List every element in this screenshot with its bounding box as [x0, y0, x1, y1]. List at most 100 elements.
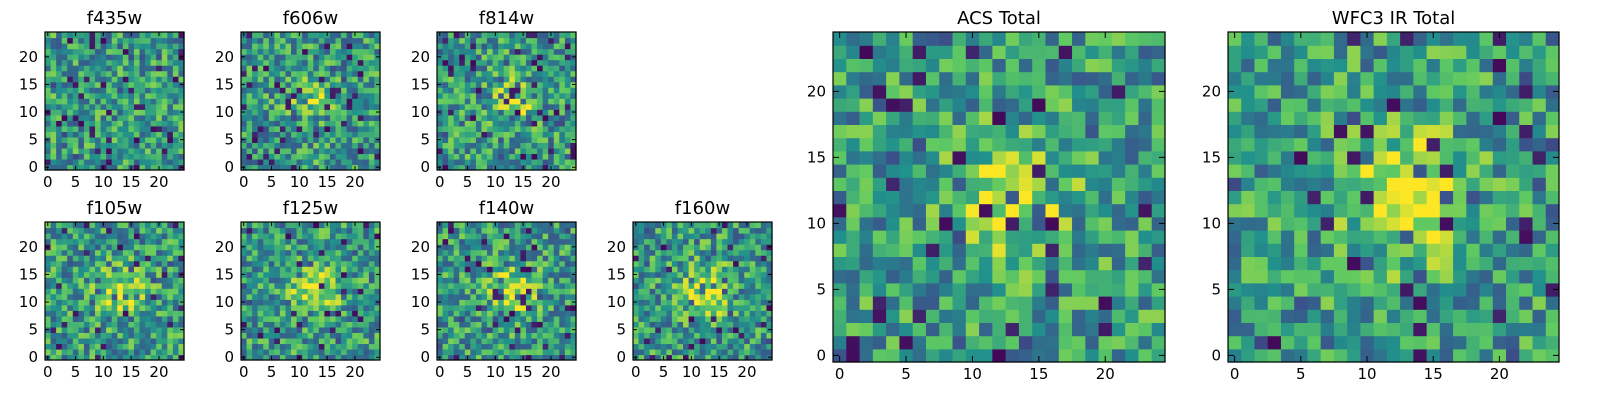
heatmap-cell [633, 337, 640, 345]
heatmap-cell [302, 337, 309, 345]
heatmap-cell [492, 282, 499, 289]
heatmap-cell [509, 98, 516, 105]
heatmap-cell [89, 125, 96, 132]
heatmap-cell [341, 98, 348, 105]
heatmap-cell [56, 76, 63, 83]
heatmap-cell [520, 147, 527, 155]
heatmap-cell [95, 255, 102, 262]
heatmap-cell [559, 37, 566, 44]
heatmap-cell [1138, 309, 1153, 323]
heatmap-cell [89, 249, 96, 256]
heatmap-cell [246, 288, 253, 295]
heatmap-cell [67, 299, 74, 306]
heatmap-cell [503, 147, 510, 155]
heatmap-cell [666, 299, 673, 306]
heatmap-cell [531, 271, 538, 278]
heatmap-cell [1125, 243, 1140, 257]
heatmap-cell [666, 321, 673, 328]
heatmap-cell [318, 48, 325, 55]
heatmap-cell [72, 326, 79, 333]
heatmap-cell [178, 343, 185, 350]
heatmap-cell [738, 260, 745, 267]
heatmap-cell [442, 326, 449, 333]
heatmap-cell [498, 70, 505, 77]
heatmap-cell [368, 337, 376, 345]
heatmap-cell [172, 260, 180, 267]
heatmap-cell [100, 98, 107, 105]
heatmap-cell [67, 337, 74, 345]
heatmap-cell [285, 54, 292, 61]
panel-title-f606w: f606w [283, 8, 338, 29]
heatmap-cell [45, 304, 52, 311]
heatmap-cell [139, 43, 146, 50]
heatmap-cell [846, 282, 861, 297]
heatmap-cell [1098, 335, 1113, 350]
heatmap-cell [1125, 309, 1140, 323]
heatmap-cell [542, 125, 549, 132]
heatmap-cell [263, 76, 270, 83]
heatmap-cell [492, 92, 499, 99]
heatmap-cell [498, 233, 505, 240]
heatmap-cell [341, 348, 348, 356]
heatmap-cell [279, 271, 287, 278]
heatmap-cell [833, 230, 847, 244]
heatmap-cell [346, 43, 353, 50]
heatmap-cell [525, 32, 533, 39]
heatmap-cell [442, 92, 449, 99]
heatmap-cell [145, 227, 152, 234]
heatmap-cell [329, 271, 337, 278]
heatmap-cell [374, 87, 381, 94]
heatmap-cell [346, 326, 353, 333]
heatmap-cell [335, 304, 342, 311]
heatmap-cell [1032, 216, 1047, 231]
heatmap-cell [274, 222, 281, 229]
heatmap-cell [1138, 164, 1153, 178]
heatmap-cell [346, 70, 353, 77]
heatmap-cell [514, 255, 521, 262]
heatmap-cell [346, 233, 353, 240]
heatmap-cell [464, 260, 471, 267]
heatmap-cell [45, 249, 52, 256]
heatmap-cell [324, 293, 331, 300]
heatmap-cell [263, 288, 270, 295]
heatmap-cell [133, 120, 141, 127]
heatmap-cell [475, 321, 483, 328]
heatmap-cell [363, 266, 370, 273]
heatmap-cell [56, 37, 63, 44]
heatmap-cell [89, 158, 96, 166]
heatmap-cell [649, 227, 656, 234]
heatmap-cell [61, 354, 68, 361]
heatmap-cell [649, 299, 656, 306]
heatmap-cell [553, 103, 560, 110]
heatmap-cell [453, 260, 460, 267]
heatmap-cell [899, 309, 914, 323]
heatmap-cell [688, 310, 695, 317]
heatmap-cell [246, 142, 253, 149]
heatmap-cell [509, 288, 516, 295]
heatmap-cell [952, 256, 967, 271]
heatmap-cell [442, 255, 449, 262]
heatmap-cell [666, 222, 673, 229]
heatmap-cell [274, 343, 281, 350]
heatmap-cell [83, 158, 91, 166]
heatmap-cell [257, 282, 264, 289]
heatmap-cell [313, 32, 320, 39]
heatmap-cell [766, 348, 773, 356]
heatmap-cell [100, 238, 107, 245]
heatmap-cell [509, 343, 516, 350]
heatmap-cell [302, 271, 309, 278]
heatmap-cell [374, 70, 381, 77]
heatmap-cell [498, 337, 505, 345]
heatmap-cell [448, 120, 455, 127]
heatmap-cell [302, 98, 309, 105]
heatmap-cell [111, 142, 118, 149]
heatmap-cell [633, 233, 640, 240]
heatmap-cell [296, 233, 303, 240]
heatmap-cell [503, 131, 510, 138]
heatmap-cell [67, 153, 74, 160]
heatmap-cell [498, 32, 505, 39]
heatmap-cell [368, 48, 376, 55]
heatmap-cell [307, 158, 314, 166]
heatmap-cell [111, 109, 118, 116]
heatmap-cell [145, 76, 152, 83]
